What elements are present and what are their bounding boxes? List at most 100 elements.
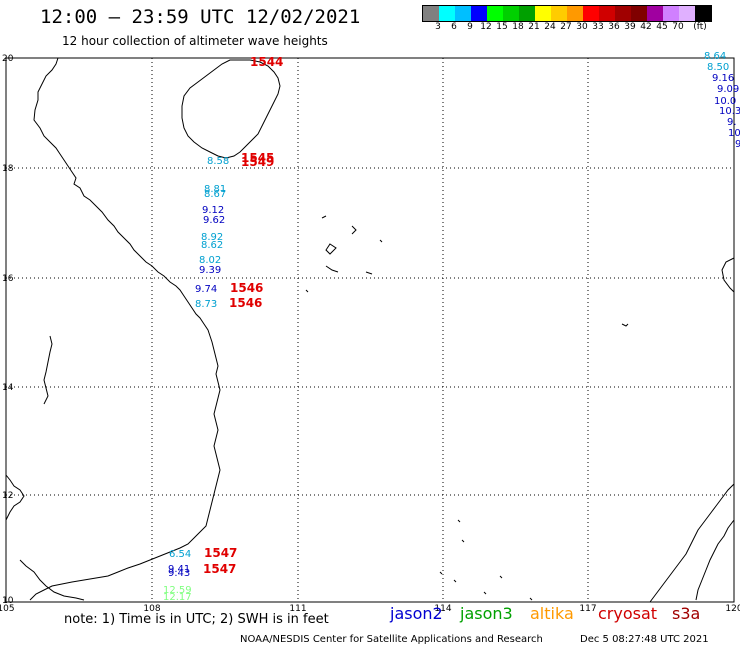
color-scale-label: 36 [608, 22, 620, 32]
footer-credit: NOAA/NESDIS Center for Satellite Applica… [240, 634, 543, 645]
color-swatch [551, 6, 567, 21]
swh-reading: 12.59 [163, 585, 192, 596]
legend-item-s3a: s3a [672, 604, 701, 623]
legend-item-jason2: jason2 [390, 604, 443, 623]
latitude-label: 14 [2, 383, 14, 393]
color-scale-label: (ft) [693, 22, 707, 32]
swh-reading: 10 [728, 128, 740, 139]
map-frame [5, 57, 735, 603]
page-subtitle: 12 hour collection of altimeter wave hei… [62, 34, 328, 48]
paracel-islands [305, 215, 383, 293]
longitude-label: 111 [289, 604, 306, 614]
coastline-cambodia [5, 474, 25, 521]
pass-time-label: 1546 [229, 296, 262, 310]
swh-reading: 8.64 [704, 51, 726, 62]
longitude-label: 105 [0, 604, 15, 614]
swh-reading: 9.39 [199, 265, 221, 276]
swh-reading: 9.41 [168, 564, 190, 575]
latitude-labels: 20 18 16 14 12 10 [2, 54, 14, 606]
color-scale-label: 18 [512, 22, 524, 32]
swh-reading: 8.81 [204, 184, 226, 195]
longitude-label: 114 [434, 604, 451, 614]
swh-reading: 8.50 [707, 62, 729, 73]
color-swatch [503, 6, 519, 21]
latitude-label: 16 [2, 274, 14, 284]
pass-time-label: 1546 [230, 281, 263, 295]
swh-reading: 8.92 [201, 232, 223, 243]
swh-reading: 8.02 [199, 255, 221, 266]
lat-lon-grid [6, 58, 734, 602]
color-scale-label: 39 [624, 22, 636, 32]
swh-reading: 8.58 [207, 156, 229, 167]
color-swatch [471, 6, 487, 21]
color-scale-label: 27 [560, 22, 572, 32]
coastline-south-west [19, 559, 85, 601]
color-scale-label: 30 [576, 22, 588, 32]
swh-reading: 10.3 [719, 106, 740, 117]
swh-reading: 9.09 [717, 84, 739, 95]
color-scale-label: 15 [496, 22, 508, 32]
color-scale-label: 3 [435, 22, 441, 32]
color-swatch [583, 6, 599, 21]
color-swatch [567, 6, 583, 21]
color-swatch [695, 6, 711, 21]
latitude-label: 18 [2, 164, 14, 174]
color-scale-label: 6 [451, 22, 457, 32]
color-scale-label: 9 [467, 22, 473, 32]
swh-reading: 9.62 [203, 215, 225, 226]
color-scale-bar [422, 5, 712, 22]
color-swatch [535, 6, 551, 21]
swh-readings: 8.648.509.169.0910.010.39.1098.588.818.6… [163, 51, 740, 603]
swh-reading: 9.12 [202, 205, 224, 216]
color-swatch [679, 6, 695, 21]
color-scale-label: 70 [672, 22, 684, 32]
longitude-labels: 105 108 111 114 117 120 [0, 604, 740, 614]
swh-reading: 12.17 [163, 592, 192, 603]
swh-reading: 9.16 [712, 73, 734, 84]
coastline-vietnam [29, 57, 221, 601]
color-swatch [647, 6, 663, 21]
color-scale-label: 45 [656, 22, 668, 32]
coastline-hainan [181, 59, 281, 159]
footer-generated-time: Dec 5 08:27:48 UTC 2021 [580, 634, 709, 645]
swh-reading: 9.74 [195, 284, 217, 295]
color-swatch [615, 6, 631, 21]
coastline-palawan-east [695, 519, 735, 601]
spratly-islands [439, 323, 629, 601]
color-scale-label: 21 [528, 22, 540, 32]
color-swatch [455, 6, 471, 21]
swh-reading: 6.54 [169, 549, 191, 560]
latitude-label: 20 [2, 54, 14, 64]
footer-note: note: 1) Time is in UTC; 2) SWH is in fe… [64, 612, 329, 627]
swh-reading: 10.0 [714, 96, 736, 107]
swh-reading: 8.73 [195, 299, 217, 310]
longitude-label: 108 [143, 604, 160, 614]
legend-item-altika: altika [530, 604, 574, 623]
color-scale-label: 33 [592, 22, 604, 32]
coastline-luzon [721, 257, 735, 293]
swh-reading: 9.43 [168, 568, 190, 579]
color-swatch [663, 6, 679, 21]
latitude-label: 10 [2, 596, 14, 606]
color-scale-label: 12 [480, 22, 492, 32]
legend-item-cryosat: cryosat [598, 604, 658, 623]
swh-reading: 8.67 [204, 189, 226, 200]
legend-item-jason3: jason3 [460, 604, 513, 623]
color-scale-label: 42 [640, 22, 652, 32]
coastline-palawan [649, 483, 735, 603]
latitude-label: 12 [2, 491, 13, 501]
pass-time-label: 1547 [204, 546, 237, 560]
color-swatch [487, 6, 503, 21]
pass-time-label: 1549 [241, 155, 274, 169]
pass-time-label: 1547 [203, 562, 236, 576]
color-swatch [439, 6, 455, 21]
page-title: 12:00 – 23:59 UTC 12/02/2021 [40, 6, 361, 28]
color-swatch [519, 6, 535, 21]
color-scale-label: 24 [544, 22, 556, 32]
pass-time-label: 1544 [250, 55, 283, 69]
color-swatch [423, 6, 439, 21]
swh-reading: 9 [735, 139, 740, 150]
pass-time-label: 1545 [241, 151, 274, 165]
color-swatch [631, 6, 647, 21]
